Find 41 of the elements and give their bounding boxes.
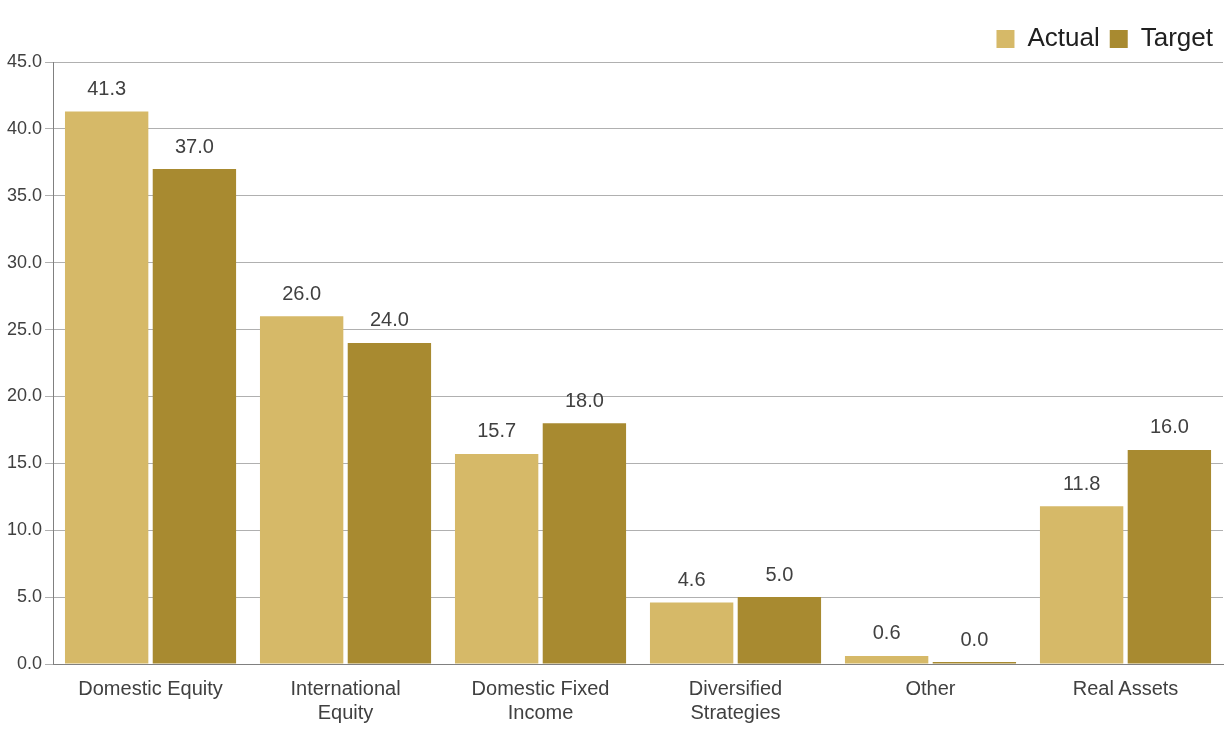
bar bbox=[1127, 449, 1212, 664]
bar bbox=[152, 169, 237, 664]
bar bbox=[844, 655, 929, 664]
data-label: 16.0 bbox=[1149, 415, 1189, 438]
bar bbox=[542, 423, 627, 664]
data-label: 37.0 bbox=[174, 134, 214, 157]
bar bbox=[64, 111, 149, 664]
data-label: 4.6 bbox=[677, 567, 706, 590]
x-tick-label: Other bbox=[905, 676, 956, 699]
data-label: 0.6 bbox=[872, 621, 901, 644]
y-tick-label: 5.0 bbox=[17, 586, 43, 607]
bar bbox=[1039, 506, 1124, 664]
data-label: 26.0 bbox=[282, 281, 322, 304]
y-tick-label: 45.0 bbox=[6, 50, 43, 71]
y-tick-label: 40.0 bbox=[6, 117, 43, 138]
data-label: 0.0 bbox=[960, 627, 989, 650]
data-label: 41.3 bbox=[87, 77, 127, 100]
data-label: 11.8 bbox=[1062, 471, 1101, 494]
y-tick-label: 35.0 bbox=[6, 184, 43, 205]
bar bbox=[737, 597, 822, 664]
y-tick-label: 10.0 bbox=[6, 519, 43, 540]
x-tick-label: Domestic Fixed Income bbox=[471, 676, 610, 723]
bar bbox=[347, 342, 432, 664]
y-tick-label: 30.0 bbox=[6, 251, 43, 272]
y-tick-label: 0.0 bbox=[17, 652, 43, 673]
data-label: 24.0 bbox=[369, 308, 409, 331]
y-tick-label: 15.0 bbox=[6, 452, 43, 473]
y-tick-label: 25.0 bbox=[6, 318, 43, 339]
bar bbox=[259, 316, 344, 664]
y-tick-label: 20.0 bbox=[6, 385, 43, 406]
data-label: 15.7 bbox=[477, 419, 517, 442]
x-tick-label: Diversified Strategies bbox=[688, 676, 783, 723]
legend-label: Target bbox=[1140, 22, 1214, 53]
x-tick-label: Real Assets bbox=[1072, 676, 1179, 699]
legend-label: Actual bbox=[1027, 22, 1100, 53]
x-tick-label: Domestic Equity bbox=[78, 676, 223, 699]
data-label: 18.0 bbox=[564, 388, 604, 411]
x-tick-label: International Equity bbox=[290, 676, 401, 723]
bar bbox=[649, 602, 734, 664]
bar bbox=[454, 453, 539, 664]
data-label: 5.0 bbox=[765, 562, 794, 585]
